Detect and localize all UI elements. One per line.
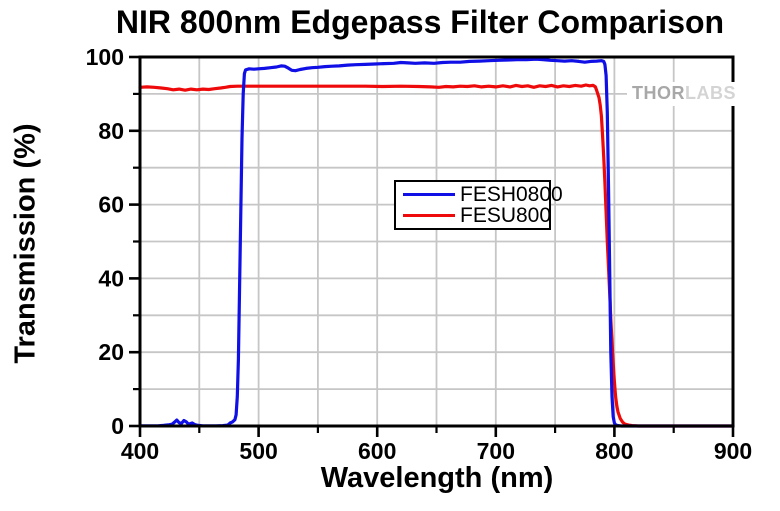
x-tick-label: 800 bbox=[595, 438, 633, 464]
y-tick-label: 40 bbox=[98, 265, 124, 291]
thorlabs-watermark-logo: THORLABS bbox=[627, 82, 741, 106]
watermark-text-labs: LABS bbox=[685, 83, 736, 103]
legend-item-fesu800: FESU800 bbox=[396, 204, 552, 227]
series-line-fesu800 bbox=[138, 83, 735, 428]
legend-label-fesh0800: FESH0800 bbox=[460, 183, 563, 206]
legend-label-fesu800: FESU800 bbox=[460, 204, 552, 227]
y-tick-label: 80 bbox=[98, 118, 124, 144]
x-tick-label: 500 bbox=[239, 438, 277, 464]
y-tick-label: 0 bbox=[111, 413, 124, 439]
x-axis-label: Wavelength (nm) bbox=[320, 462, 554, 494]
x-tick-label: 700 bbox=[477, 438, 515, 464]
legend-line-swatch-red bbox=[403, 214, 455, 217]
legend-line-swatch-blue bbox=[403, 193, 455, 196]
watermark-text-thor: THOR bbox=[632, 83, 685, 103]
x-tick-label: 600 bbox=[358, 438, 396, 464]
y-axis-label: Transmission (%) bbox=[9, 123, 42, 364]
y-tick-label: 60 bbox=[98, 192, 124, 218]
axis-frame bbox=[138, 55, 735, 428]
legend-item-fesh0800: FESH0800 bbox=[396, 184, 563, 205]
x-tick-label: 400 bbox=[121, 438, 159, 464]
x-tick-label: 900 bbox=[714, 438, 752, 464]
y-tick-label: 20 bbox=[98, 339, 124, 365]
legend: FESH0800 FESU800 bbox=[394, 180, 563, 230]
chart-title: NIR 800nm Edgepass Filter Comparison bbox=[115, 4, 725, 40]
y-tick-label: 100 bbox=[86, 44, 124, 70]
